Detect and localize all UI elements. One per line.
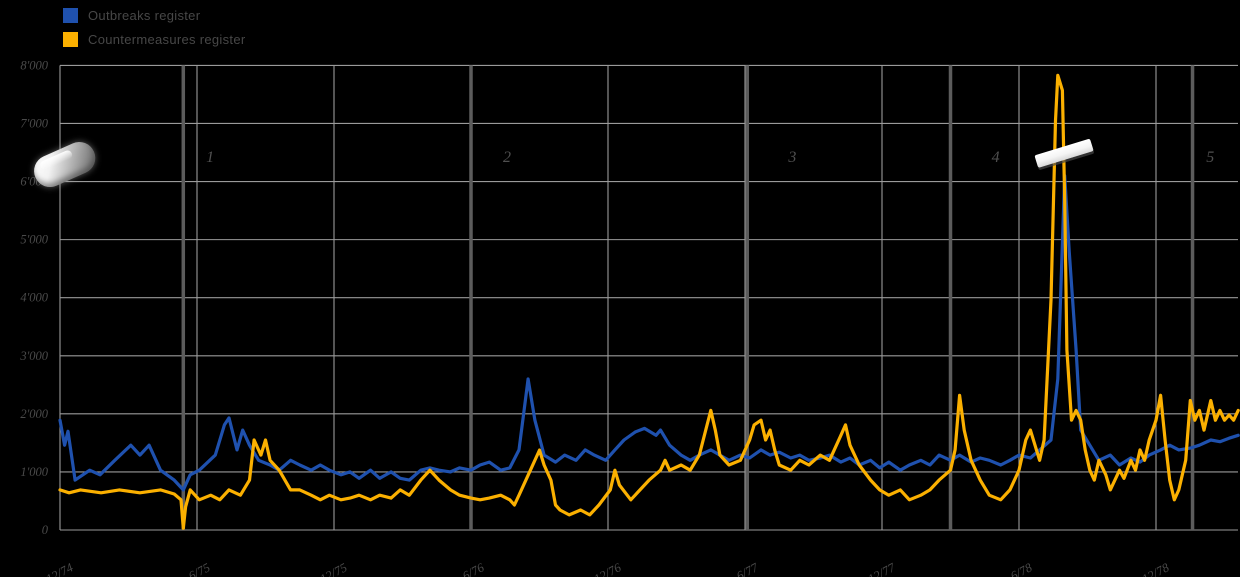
x-tick-label: 6/77 xyxy=(734,560,761,577)
x-tick-label: 12/77 xyxy=(866,560,898,577)
event-number-3: 3 xyxy=(787,149,796,166)
chart-legend: Outbreaks register Countermeasures regis… xyxy=(63,3,246,51)
y-tick-label: 7'000 xyxy=(20,116,48,130)
y-tick-label: 5'000 xyxy=(20,233,48,247)
legend-swatch-outbreaks xyxy=(63,7,78,23)
x-tick-label: 6/75 xyxy=(186,560,212,577)
y-tick-label: 1'000 xyxy=(20,465,48,479)
x-tick-label: 12/74 xyxy=(44,560,76,577)
event-number-2: 2 xyxy=(503,149,511,166)
y-tick-label: 0 xyxy=(42,523,49,537)
legend-label-outbreaks: Outbreaks register xyxy=(88,7,201,23)
legend-item-countermeasures[interactable]: Countermeasures register xyxy=(63,27,246,51)
series-line-countermeasures xyxy=(58,73,1240,530)
y-tick-label: 3'000 xyxy=(19,349,48,363)
x-tick-label: 6/76 xyxy=(460,560,487,577)
event-number-5: 5 xyxy=(1206,149,1214,166)
legend-label-countermeasures: Countermeasures register xyxy=(88,31,246,47)
x-tick-label: 12/78 xyxy=(1140,560,1172,577)
legend-item-outbreaks[interactable]: Outbreaks register xyxy=(63,3,246,27)
event-number-4: 4 xyxy=(992,149,1000,166)
x-tick-label: 6/78 xyxy=(1008,560,1035,577)
y-tick-label: 4'000 xyxy=(20,291,48,305)
y-tick-label: 8'000 xyxy=(20,58,48,72)
event-number-1: 1 xyxy=(206,149,214,166)
series-line-outbreaks xyxy=(58,174,1240,492)
legend-swatch-countermeasures xyxy=(63,31,78,47)
x-tick-label: 12/76 xyxy=(592,560,624,577)
y-tick-label: 2'000 xyxy=(20,407,48,421)
x-tick-label: 12/75 xyxy=(318,560,350,577)
